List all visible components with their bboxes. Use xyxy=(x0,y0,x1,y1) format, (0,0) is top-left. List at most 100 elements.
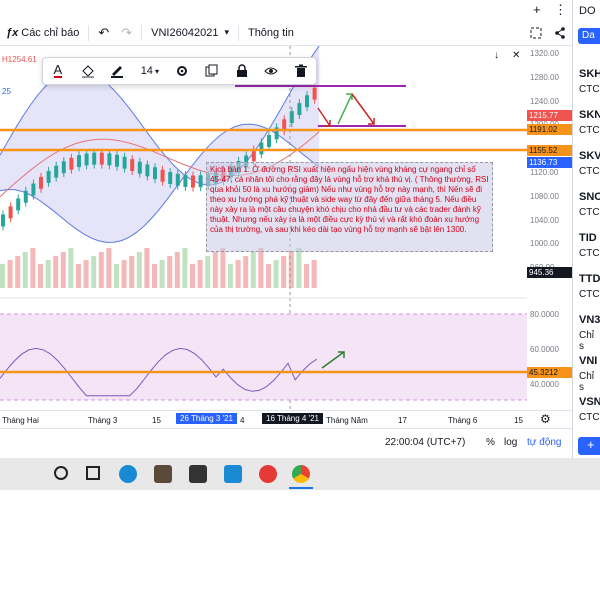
watchlist-symbol[interactable]: SKH xyxy=(579,68,600,80)
volume-bar xyxy=(266,264,271,288)
symbol-name: VNI26042021 xyxy=(151,26,219,39)
close-icon[interactable]: ✕ xyxy=(512,50,521,61)
volume-bar xyxy=(121,260,127,288)
lock-icon xyxy=(236,64,247,77)
price-label: 1191.02 xyxy=(527,124,572,135)
font-size-select[interactable]: 14 ▾ xyxy=(132,58,168,84)
text-color-icon: A xyxy=(53,62,63,78)
volume-bar xyxy=(174,252,180,288)
lock-button[interactable] xyxy=(227,58,257,84)
watchlist-symbol[interactable]: TID xyxy=(579,232,597,244)
range-start-label: 26 Tháng 3 '21 xyxy=(176,413,237,424)
info-button[interactable]: Thông tin xyxy=(242,20,300,45)
volume-bar xyxy=(190,264,195,288)
price-tick-label: 1280.00 xyxy=(530,72,559,82)
volume-bar xyxy=(228,264,233,288)
watchlist-symbol[interactable]: VNI xyxy=(579,355,598,367)
watchlist-subtitle: CTC xyxy=(579,166,600,177)
share-button[interactable] xyxy=(548,20,572,45)
store-icon[interactable] xyxy=(189,465,207,483)
search-icon[interactable] xyxy=(54,466,68,480)
redo-button[interactable]: ↷ xyxy=(115,20,138,45)
crosshair-time-label: 16 Tháng 4 '21 xyxy=(262,413,323,424)
percent-toggle[interactable]: % xyxy=(486,437,495,448)
time-tick-label: 4 xyxy=(240,416,245,425)
candle-body xyxy=(145,164,150,177)
bollinger-legend: 25 xyxy=(2,87,11,96)
watchlist-symbol[interactable]: TTD xyxy=(579,273,600,285)
undo-button[interactable]: ↶ xyxy=(92,20,115,45)
auto-toggle[interactable]: tự động xyxy=(527,437,562,448)
visibility-button[interactable] xyxy=(257,58,287,84)
watchlist-symbol[interactable]: VN3 xyxy=(579,314,600,326)
price-tick-label: 1040.00 xyxy=(530,215,559,225)
gear-icon xyxy=(177,66,188,76)
volume-bar xyxy=(0,264,5,288)
clone-button[interactable] xyxy=(197,58,227,84)
fill-color-button[interactable] xyxy=(73,58,103,84)
volume-bar xyxy=(197,260,203,288)
watchlist-header: DO xyxy=(579,5,596,17)
time-axis[interactable]: Tháng Hai Tháng 3 15 26 Tháng 3 '21 4 16 Thán… xyxy=(0,410,572,428)
font-size-value: 14 xyxy=(140,65,153,77)
candle-body xyxy=(312,87,317,100)
log-toggle[interactable]: log xyxy=(504,437,518,448)
watchlist-subtitle: CTC xyxy=(579,207,600,218)
divider xyxy=(88,24,90,41)
arrow-down-icon[interactable]: ↓ xyxy=(494,50,499,61)
indicators-button[interactable]: ƒx Các chỉ báo xyxy=(0,20,85,45)
redo-icon: ↷ xyxy=(121,24,133,40)
app-icon[interactable] xyxy=(259,465,277,483)
price-axis[interactable]: 1320.001280.001240.001200.001160.001120.… xyxy=(527,46,572,410)
candle-body xyxy=(160,169,165,182)
axis-top-buttons xyxy=(527,6,572,26)
candle-body xyxy=(267,135,271,147)
add-symbol-button[interactable]: + xyxy=(578,437,600,455)
watchlist-symbol[interactable]: SKV xyxy=(579,150,600,162)
gear-icon[interactable]: ⚙ xyxy=(540,412,551,426)
chrome-icon[interactable] xyxy=(292,465,310,483)
drawing-toolbar: A 14 ▾ xyxy=(42,57,317,85)
volume-bar xyxy=(53,256,59,288)
eye-icon xyxy=(264,67,279,75)
candle-body xyxy=(168,172,173,184)
watchlist-symbol[interactable]: VSN xyxy=(579,396,600,408)
candle-body xyxy=(175,173,180,186)
border-color-button[interactable] xyxy=(102,58,132,84)
info-label: Thông tin xyxy=(247,26,294,39)
time-tick-label: 17 xyxy=(398,416,407,425)
price-chart[interactable] xyxy=(0,46,527,410)
rsi-tick-label: 60.0000 xyxy=(530,345,559,354)
candle-body xyxy=(153,167,157,180)
mail-icon[interactable] xyxy=(224,465,242,483)
volume-bar xyxy=(182,248,188,288)
volume-bar xyxy=(273,260,279,288)
file-explorer-icon[interactable] xyxy=(154,465,172,483)
price-label: 945.36 xyxy=(527,267,572,278)
watchlist-symbol[interactable]: SNC xyxy=(579,191,600,203)
watchlist-symbol[interactable]: SKN xyxy=(579,109,600,121)
symbol-selector[interactable]: VNI26042021 ▾ xyxy=(145,20,235,45)
text-color-button[interactable]: A xyxy=(43,58,73,84)
task-view-icon[interactable] xyxy=(86,466,100,480)
rsi-tick-label: 80.0000 xyxy=(530,310,559,319)
text-note[interactable]: Kịch bản 1: Ở đường RSI xuất hiện ngấu h… xyxy=(206,162,493,252)
volume-bar xyxy=(91,256,97,288)
watchlist-button[interactable]: Da xyxy=(578,28,600,44)
more-icon[interactable]: ⋮ xyxy=(554,2,567,17)
fullscreen-button[interactable] xyxy=(524,20,548,45)
delete-button[interactable] xyxy=(286,58,316,84)
volume-bar xyxy=(68,248,74,288)
edge-icon[interactable] xyxy=(119,465,137,483)
volume-bar xyxy=(311,260,317,288)
volume-bar xyxy=(144,248,150,288)
volume-bar xyxy=(98,252,104,288)
plus-icon: + xyxy=(587,437,595,452)
candle-body xyxy=(274,127,279,140)
add-icon[interactable]: + xyxy=(533,2,541,17)
watchlist-subtitle: CTC xyxy=(579,289,600,300)
candle-body xyxy=(54,165,59,178)
volume-bar xyxy=(250,252,256,288)
rsi-value-label: 45.3212 xyxy=(527,367,572,378)
settings-button[interactable] xyxy=(168,58,198,84)
